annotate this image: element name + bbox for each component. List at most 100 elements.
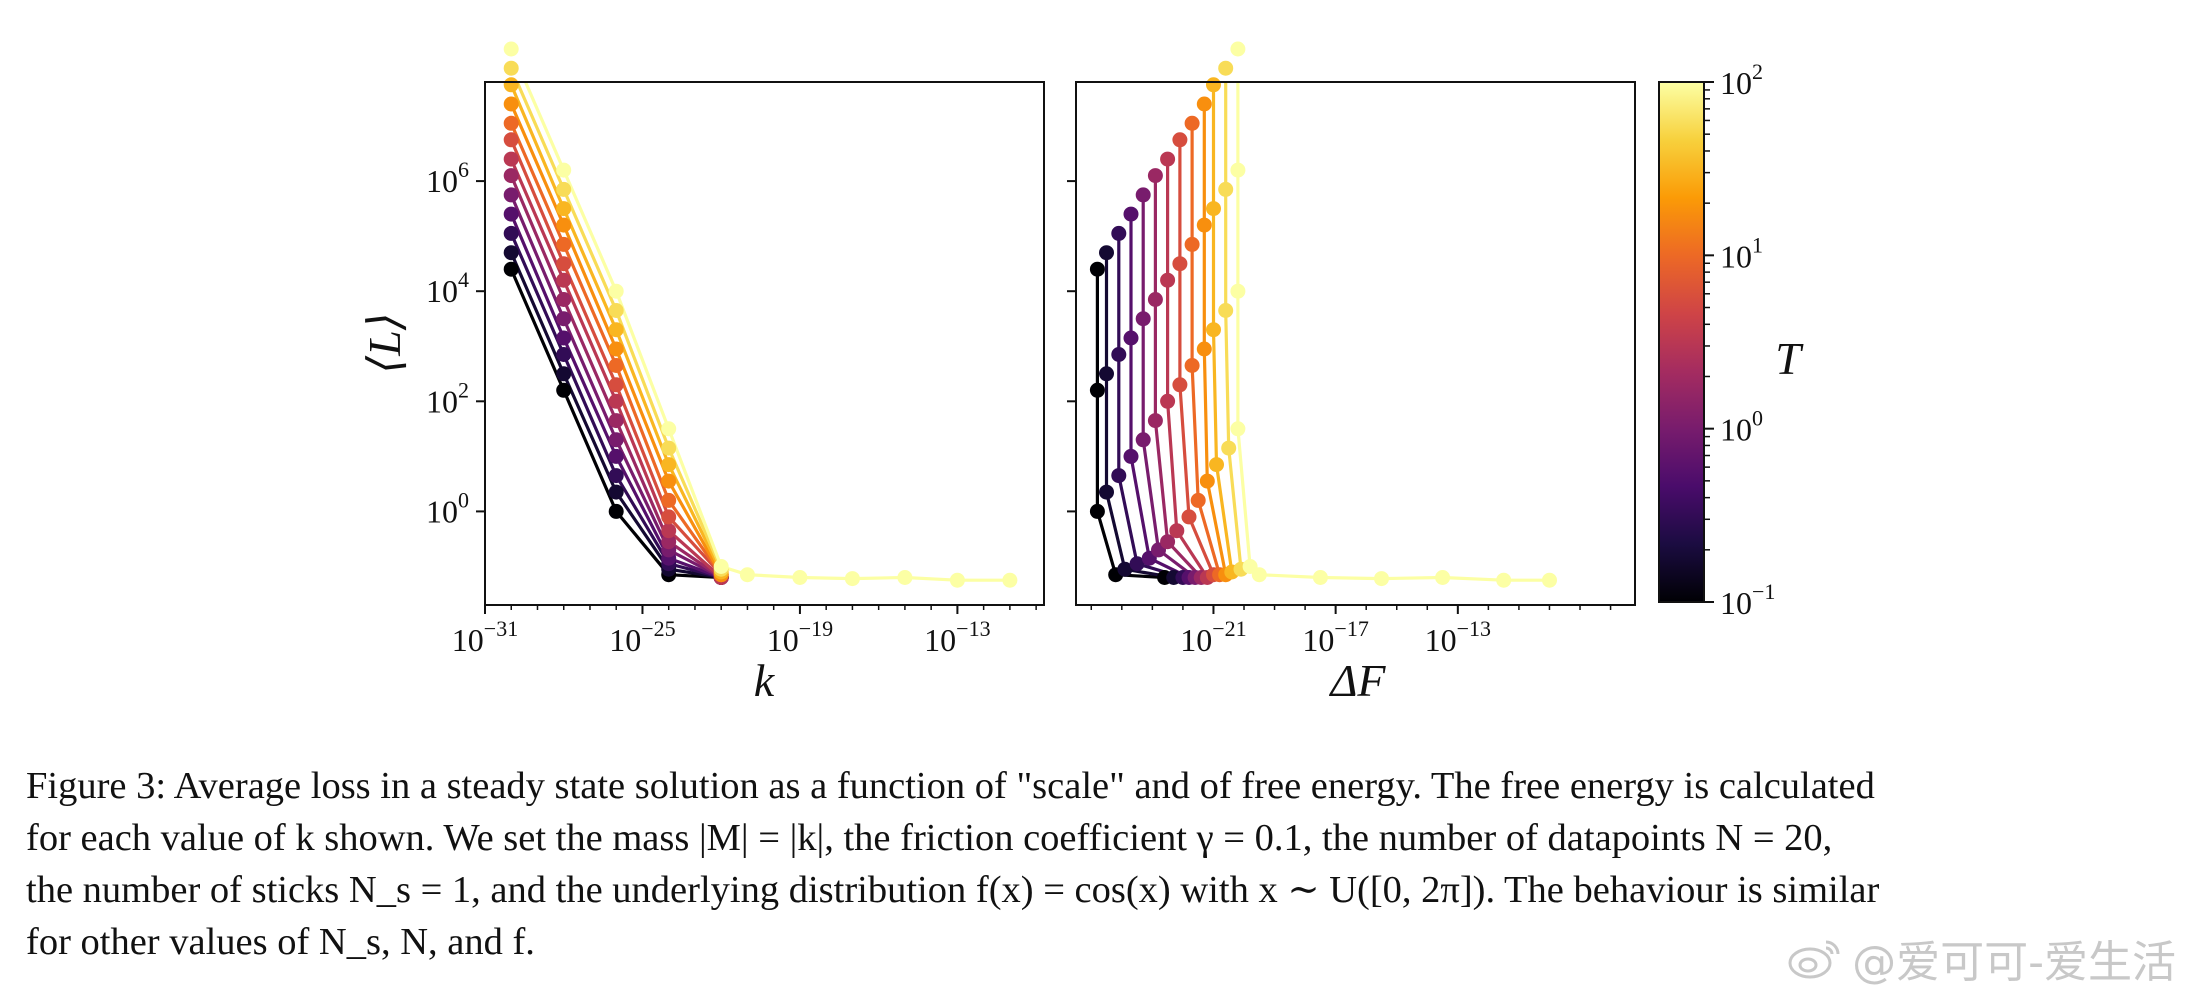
data-point	[608, 448, 624, 464]
data-point	[1099, 366, 1114, 382]
data-point	[1218, 303, 1234, 318]
data-point	[1123, 206, 1139, 222]
colorbar-tick-label: 101	[1720, 232, 1763, 274]
data-point	[503, 245, 519, 261]
tail-data-point	[739, 567, 755, 583]
data-point	[608, 413, 624, 429]
data-point	[1160, 534, 1176, 550]
data-point	[608, 341, 624, 357]
data-point	[1206, 201, 1221, 217]
tail-data-point	[1496, 572, 1512, 588]
colorbar-label: T	[1775, 333, 1804, 384]
tail-data-point	[897, 570, 913, 585]
right-y-ticks	[1067, 180, 1076, 513]
left-axes-frame	[484, 81, 1045, 606]
tail-data-point	[1542, 572, 1557, 588]
data-point	[503, 225, 519, 241]
tail-data-point	[1374, 571, 1389, 587]
data-point	[608, 358, 624, 373]
data-point	[556, 330, 572, 346]
data-point	[713, 559, 729, 574]
data-point	[1218, 60, 1234, 76]
y-tick-label: 102	[426, 377, 469, 419]
data-point	[503, 187, 519, 203]
colorbar-ticks: 102 101 100 10−1	[1704, 59, 1775, 621]
data-point	[1123, 330, 1139, 346]
data-point	[608, 322, 624, 338]
tail-data-point	[1312, 570, 1328, 585]
data-point	[1089, 503, 1105, 519]
colorbar-tick-label: 102	[1720, 59, 1763, 101]
data-point	[1184, 358, 1200, 373]
data-point	[556, 272, 572, 288]
data-point	[1111, 347, 1127, 362]
colorbar: 102 101 100 10−1 T	[1658, 59, 1804, 621]
data-point	[503, 60, 519, 76]
data-point	[556, 311, 572, 327]
series-tail-line	[720, 564, 1010, 582]
data-point	[661, 509, 677, 525]
data-point	[503, 206, 519, 222]
data-point	[661, 492, 677, 508]
data-point	[1123, 448, 1139, 464]
data-point	[1147, 292, 1163, 307]
data-point	[608, 468, 624, 484]
data-point	[1196, 96, 1212, 112]
data-point	[1206, 77, 1221, 93]
data-point	[1160, 393, 1176, 409]
data-point	[503, 115, 519, 131]
data-point	[1199, 473, 1215, 489]
caption-line-1: Figure 3: Average loss in a steady state…	[26, 765, 1875, 807]
series-line-T-100	[1236, 82, 1252, 567]
tail-data-point	[844, 571, 860, 587]
data-point	[556, 236, 572, 252]
data-point	[661, 473, 677, 489]
caption-line-4: for other values of N_s, N, and f.	[26, 921, 535, 963]
data-point	[661, 523, 677, 539]
data-point	[661, 534, 677, 550]
x-tick-label: 10−25	[609, 616, 675, 658]
right-series-points	[1089, 41, 1557, 588]
tail-data-point	[1002, 572, 1018, 588]
watermark-text: @爱可可-爱生活	[1852, 937, 2176, 988]
data-point	[661, 457, 677, 473]
y-tick-label: 104	[426, 267, 469, 309]
data-point	[608, 283, 624, 299]
data-point	[503, 132, 519, 148]
data-point	[1230, 283, 1246, 299]
data-point	[1184, 236, 1200, 252]
data-point	[1089, 382, 1105, 398]
data-point	[1147, 168, 1163, 184]
data-point	[608, 503, 624, 519]
x-tick-label: 10−17	[1302, 616, 1368, 658]
data-point	[1230, 162, 1246, 178]
series-line-T-0.178	[1104, 252, 1174, 580]
data-point	[503, 77, 519, 93]
data-point	[1160, 272, 1176, 288]
x-tick-label: 10−13	[924, 616, 990, 658]
data-point	[1196, 341, 1212, 357]
data-point	[661, 421, 677, 437]
data-point	[608, 432, 624, 448]
data-point	[1172, 377, 1188, 393]
data-point	[1172, 132, 1188, 148]
weibo-logo-icon	[1788, 940, 1840, 979]
data-point	[503, 41, 519, 57]
caption-line-2: for each value of k shown. We set the ma…	[26, 817, 1833, 859]
right-axes-frame	[1075, 81, 1636, 606]
colorbar-tick-label: 10−1	[1720, 579, 1775, 621]
data-point	[556, 292, 572, 307]
data-point	[1172, 256, 1188, 272]
tail-data-point	[1251, 567, 1267, 583]
data-point	[608, 303, 624, 318]
tail-data-point	[1435, 570, 1451, 585]
colorbar-gradient	[1658, 81, 1705, 603]
figure-caption: Figure 3: Average loss in a steady state…	[26, 760, 2176, 968]
colorbar-tick-label: 100	[1720, 406, 1763, 448]
data-point	[1218, 181, 1234, 197]
data-point	[1147, 413, 1163, 429]
right-x-axis-label: ΔF	[1328, 655, 1386, 706]
data-point	[608, 393, 624, 409]
left-x-axis-label: k	[754, 655, 776, 706]
data-point	[1206, 322, 1221, 338]
